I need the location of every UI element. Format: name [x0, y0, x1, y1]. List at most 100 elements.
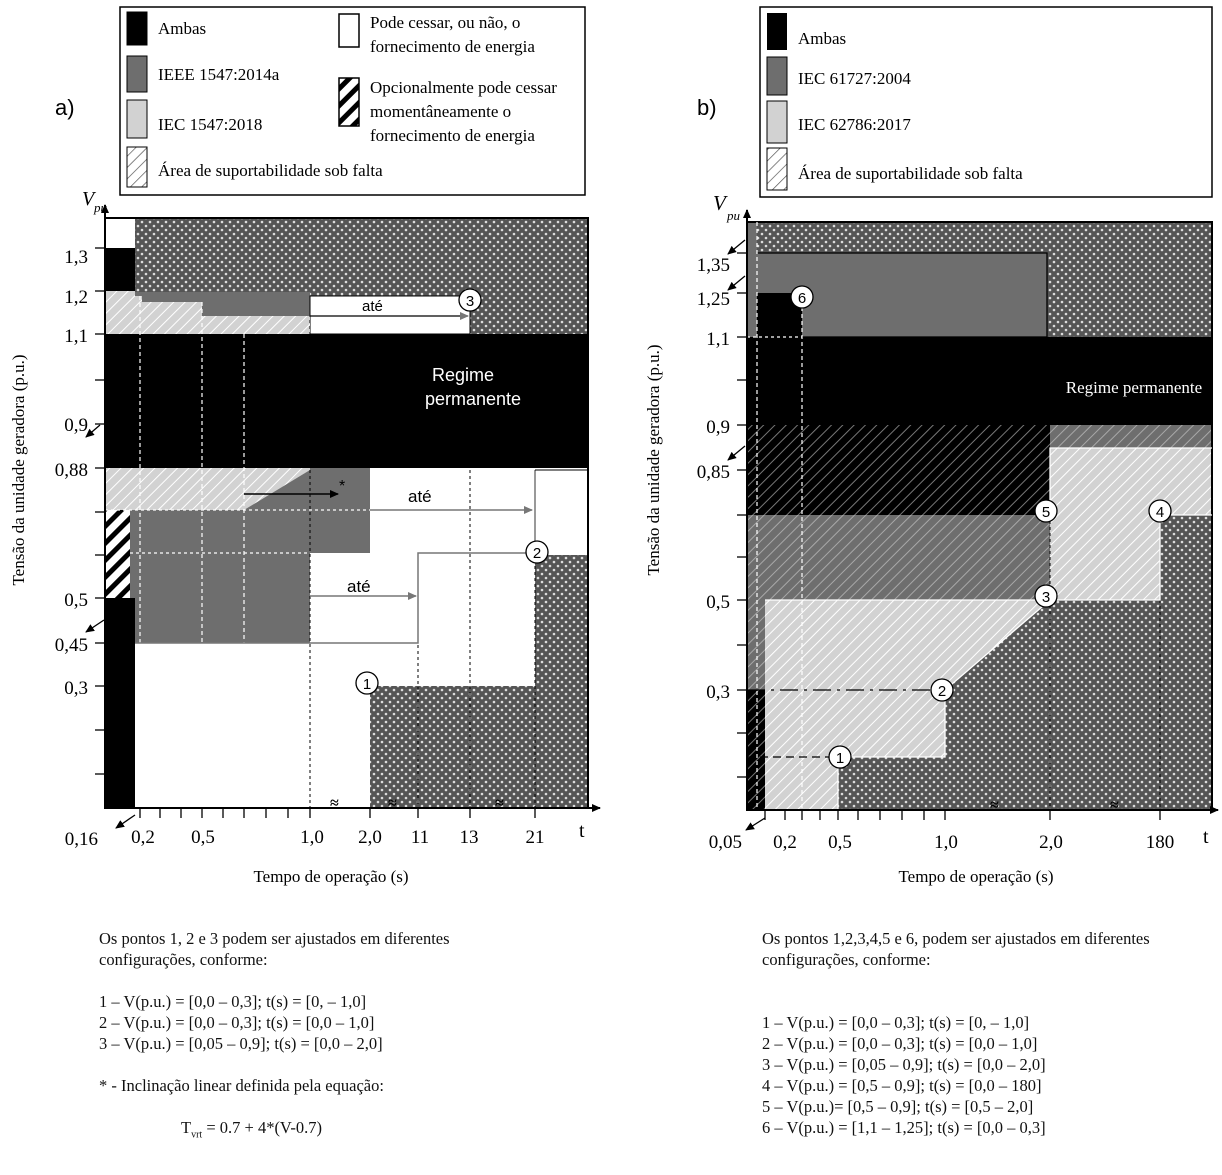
legend-a-swatch-fault [126, 146, 148, 188]
plot-a-regime-2: permanente [425, 389, 521, 409]
axis-a-ylabel-1-2: 1,2 [64, 287, 88, 308]
legend-a-both-label: Ambas [158, 19, 206, 38]
plot-b-iec61727-mid [747, 515, 1050, 810]
axis-a-xlabel-1-0: 1,0 [300, 827, 324, 848]
panel-b-label: b) [697, 95, 717, 120]
legend-a-swatch-both [126, 11, 148, 46]
panel-a-label: a) [55, 95, 75, 120]
plot-b-point-2: 2 [930, 678, 954, 702]
legend-a-fault-label: Área de suportabilidade sob falta [158, 161, 383, 180]
plot-b-point-6: 6 [790, 285, 814, 309]
plot-b-point-5: 5 [1034, 499, 1058, 523]
legend-a-iec-label: IEC 1547:2018 [158, 115, 262, 134]
notes-b-point-1: 1 – V(p.u.) = [0,0 – 0,3]; t(s) = [0, – … [762, 1013, 1030, 1032]
axis-a-y-labels: 1,3 1,2 1,1 0,9 0,88 0,5 0,45 0,3 0,16 [55, 247, 98, 850]
svg-text:3: 3 [1042, 589, 1050, 606]
legend-b: Ambas IEC 61727:2004 IEC 62786:2017 Área… [759, 6, 1213, 198]
plot-a-point-2: 2 [525, 540, 549, 564]
plot-b-point-1: 1 [828, 745, 852, 769]
notes-b: Os pontos 1,2,3,4,5 e 6, podem ser ajust… [762, 928, 1150, 1138]
axis-a-x-symbol: t [579, 820, 585, 842]
plot-b-both-hatch [747, 425, 1050, 515]
legend-b-swatch-iec61727 [766, 56, 788, 96]
axis-b-y-labels: 1,35 1,25 1,1 0,9 0,85 0,5 0,3 0,05 [697, 255, 742, 853]
notes-b-intro-2: configurações, conforme: [762, 950, 931, 969]
notes-a-intro-2: configurações, conforme: [99, 950, 268, 969]
plot-a-top-trip-right [470, 296, 588, 334]
axis-a-ylabel-0-9: 0,9 [64, 415, 88, 436]
notes-a-equation: Tvrt = 0.7 + 4*(V-0.7) [99, 1117, 450, 1145]
axis-b-y-symbol-sub: pu [726, 208, 741, 223]
notes-a-eq-t: T [181, 1118, 192, 1137]
notes-a-eq-sub: vrt [191, 1129, 203, 1141]
legend-b-iec61727-label: IEC 61727:2004 [798, 69, 911, 88]
notes-b-intro-1: Os pontos 1,2,3,4,5 e 6, podem ser ajust… [762, 929, 1150, 948]
plot-b-left-strip [747, 222, 757, 337]
plot-b-regime: Regime permanente [1066, 378, 1202, 397]
axis-a-y-symbol-sub: pu [93, 200, 108, 215]
axis-b-x-labels: 0,2 0,5 1,0 2,0 180 [773, 832, 1174, 853]
axis-b-y-ticks [737, 252, 747, 778]
axis-a-pointer-arrows [85, 424, 136, 829]
plot-a-regions [104, 217, 589, 809]
axis-b-pointer-arrows [727, 239, 766, 831]
plot-b-point-3: 3 [1034, 584, 1058, 608]
svg-text:≈: ≈ [330, 795, 339, 812]
plot-a-may-cease-upper [309, 295, 471, 335]
axis-a-ylabel-0-88: 0,88 [55, 460, 88, 481]
axis-b-ylabel-1-25: 1,25 [697, 289, 730, 310]
axis-b-xlabel-1-0: 1,0 [934, 832, 958, 853]
plot-a-ate-3: até [347, 577, 371, 596]
plot-a-regime-band [105, 334, 588, 468]
plot-a-ate-1: até [362, 298, 383, 315]
svg-text:2: 2 [938, 683, 946, 700]
notes-b-point-4: 4 – V(p.u.) = [0,5 – 0,9]; t(s) = [0,0 –… [762, 1076, 1042, 1095]
notes-a-point-3: 3 – V(p.u.) = [0,05 – 0,9]; t(s) = [0,0 … [99, 1034, 383, 1053]
svg-text:2: 2 [533, 545, 541, 562]
axes-a: ≈ ≈ ≈ V pu t Tensão da unidade geradora (p… [9, 188, 601, 886]
svg-text:≈: ≈ [990, 797, 999, 814]
panel-b: b) Ambas IEC 61727:2004 IEC 62786:2017 Á… [644, 6, 1219, 886]
plot-a-optional-cease [105, 510, 130, 598]
notes-b-point-3: 3 – V(p.u.) = [0,05 – 0,9]; t(s) = [0,0 … [762, 1055, 1046, 1074]
svg-text:1: 1 [836, 750, 844, 767]
axis-b-breaks: ≈ ≈ [990, 797, 1119, 814]
plot-a-point-1: 1 [355, 671, 379, 695]
axis-b-xlabel-180: 180 [1146, 832, 1175, 853]
axis-b-x-title: Tempo de operação (s) [898, 867, 1053, 886]
plot-a-point-3: 3 [458, 288, 482, 312]
legend-a-optional-3: fornecimento de energia [370, 126, 535, 145]
plot-a-ate-2: até [408, 487, 432, 506]
legend-b-fault-label: Área de suportabilidade sob falta [798, 164, 1023, 183]
legend-a-optional-2: momentâneamente o [370, 102, 511, 121]
plot-b-regime-band [747, 337, 1212, 425]
plot-b-point-4: 4 [1148, 499, 1172, 523]
axis-b-y-title: Tensão da unidade geradora (p.u.) [644, 344, 663, 575]
axis-a-breaks: ≈ ≈ ≈ [330, 795, 504, 812]
axis-a-ylabel-1-1: 1,1 [64, 326, 88, 347]
legend-a-may-cease-1: Pode cessar, ou não, o [370, 13, 520, 32]
plot-a-regime-1: Regime [432, 365, 494, 385]
notes-a-eq-rest: = 0.7 + 4*(V-0.7) [202, 1118, 322, 1137]
plot-a-iec-upper [105, 291, 310, 334]
axis-a-ylabel-0-16: 0,16 [65, 829, 98, 850]
axis-b-y-symbol: V [713, 191, 728, 215]
panel-a: a) Ambas IEEE 1547:2014a IEC 1547:2018 Á… [9, 6, 601, 886]
axes-b: ≈ ≈ V pu t Tensão da unidade geradora (p.… [644, 191, 1219, 886]
legend-a-optional-1: Opcionalmente pode cessar [370, 78, 557, 97]
plot-b-annotations: Regime permanente [747, 222, 1212, 810]
legend-a: Ambas IEEE 1547:2014a IEC 1547:2018 Área… [119, 6, 586, 196]
axis-a-ylabel-1-3: 1,3 [64, 247, 88, 268]
plot-b-iec62786-right [1050, 448, 1212, 600]
plot-b-regions [746, 221, 1213, 811]
plot-a-iec-lower [105, 468, 310, 510]
legend-a-swatch-iec [126, 99, 148, 139]
legend-b-swatch-both [767, 13, 787, 50]
axis-a-y-symbol: V [82, 188, 97, 210]
legend-a-swatch-optional [338, 77, 360, 127]
legend-a-may-cease-2: fornecimento de energia [370, 37, 535, 56]
plot-b-hatch-dark-right [1050, 425, 1212, 448]
svg-text:≈: ≈ [388, 795, 397, 812]
legend-b-swatch-iec62786 [766, 100, 788, 144]
